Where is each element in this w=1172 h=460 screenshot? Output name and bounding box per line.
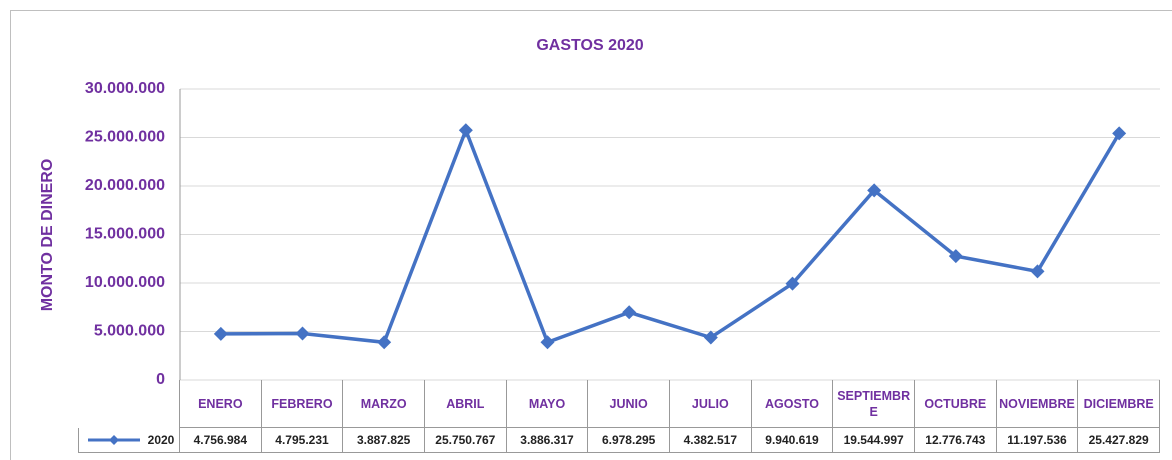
marker [948,249,963,264]
marker [295,326,310,341]
value-label: 4.795.231 [261,428,344,453]
value-label: 11.197.536 [996,428,1079,453]
marker [213,326,228,341]
y-tick-label: 20.000.000 [85,177,165,194]
chart-title: GASTOS 2020 [536,37,643,54]
chart-border [10,10,1172,460]
value-label: 12.776.743 [914,428,997,453]
y-tick-label: 0 [156,371,165,388]
value-label: 3.887.825 [343,428,425,453]
value-label: 4.756.984 [180,428,262,453]
blank-cell [78,380,180,428]
y-tick-label: 30.000.000 [85,80,165,97]
marker [1030,264,1045,279]
category-label: FEBRERO [261,380,344,428]
value-label: 6.978.295 [588,428,670,453]
y-axis-title: MONTO DE DINERO [39,159,56,312]
legend-label: 2020 [147,433,175,447]
marker [867,183,882,198]
y-tick-label: 25.000.000 [85,129,165,146]
marker [703,330,718,345]
y-tick-label: 10.000.000 [85,274,165,291]
category-label: MAYO [506,380,589,428]
y-tick-label: 15.000.000 [85,226,165,243]
value-label: 3.886.317 [506,428,589,453]
category-label: JUNIO [588,380,670,428]
legend-cell: 2020 [78,428,180,453]
category-label: MARZO [343,380,425,428]
legend-key [87,435,140,445]
marker [785,276,800,291]
category-label: NOVIEMBRE [996,380,1079,428]
marker [1112,126,1127,141]
value-row: 2020 4.756.984 4.795.231 3.887.825 25.750.7… [78,428,1160,453]
category-label: JULIO [669,380,752,428]
value-label: 25.750.767 [424,428,507,453]
category-label: DICIEMBRE [1078,380,1160,428]
value-label: 19.544.997 [833,428,915,453]
category-label: ABRIL [424,380,507,428]
category-label: AGOSTO [751,380,834,428]
value-label: 25.427.829 [1078,428,1160,453]
marker [540,335,555,350]
y-tick-label: 5.000.000 [94,323,165,340]
value-label: 4.382.517 [669,428,752,453]
category-label: ENERO [180,380,262,428]
category-row: ENERO FEBRERO MARZO ABRIL MAYO JUNIO JULIO AGOS… [78,380,1160,428]
marker [377,335,392,350]
value-label: 9.940.619 [751,428,834,453]
category-label: SEPTIEMBRE [833,380,915,428]
line [220,125,1121,345]
category-label: OCTUBRE [914,380,997,428]
marker [622,305,637,320]
marker [458,123,473,138]
